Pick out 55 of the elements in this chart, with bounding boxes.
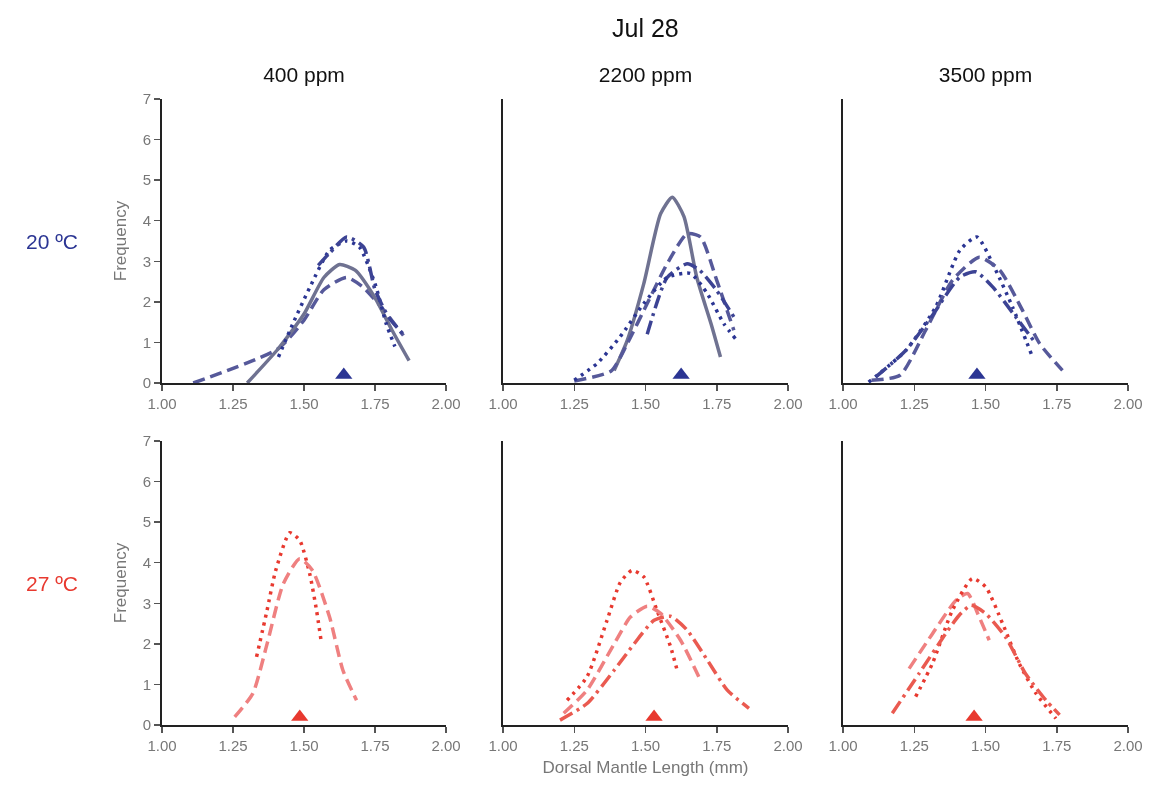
x-tick-label: 2.00 — [431, 395, 461, 412]
x-tick-label: 1.50 — [630, 737, 661, 754]
y-tick-label: 3 — [142, 252, 151, 270]
x-tick-label: 1.50 — [289, 737, 319, 754]
y-tick-label: 7 — [142, 432, 151, 450]
x-axis-title: Dorsal Mantle Length (mm) — [542, 757, 749, 777]
y-tick-label: 5 — [142, 513, 151, 531]
chart-title: 2200 ppm — [598, 63, 693, 87]
x-tick-label: 1.00 — [147, 395, 177, 412]
x-tick-label: 1.50 — [970, 395, 1001, 412]
x-tick-label: 1.75 — [1042, 737, 1072, 754]
y-tick-label: 2 — [142, 635, 151, 653]
x-tick-label: 2.00 — [773, 395, 803, 412]
x-tick-label: 1.25 — [899, 737, 929, 754]
y-tick-label: 0 — [142, 716, 151, 734]
x-tick-label: 1.00 — [488, 395, 518, 412]
x-tick-label: 1.25 — [559, 737, 589, 754]
y-tick-label: 1 — [142, 333, 151, 351]
text: 27 ºC — [26, 572, 79, 595]
text: Jul 28 — [612, 14, 679, 42]
y-tick-label: 2 — [142, 293, 151, 311]
x-tick-label: 2.00 — [431, 737, 461, 754]
x-tick-label: 1.50 — [289, 395, 319, 412]
chart-title: 3500 ppm — [938, 63, 1033, 87]
x-tick-label: 1.00 — [828, 737, 858, 754]
x-tick-label: 1.25 — [218, 395, 248, 412]
x-tick-label: 1.00 — [147, 737, 177, 754]
y-tick-label: 0 — [142, 374, 151, 392]
x-tick-label: 2.00 — [773, 737, 803, 754]
x-tick-label: 1.75 — [1042, 395, 1072, 412]
y-tick-label: 4 — [142, 553, 151, 571]
y-axis-title: Frequency — [110, 200, 130, 282]
text: 20 ºC — [26, 230, 79, 253]
y-tick-label: 7 — [142, 90, 151, 108]
x-tick-label: 1.50 — [970, 737, 1001, 754]
y-tick-label: 3 — [142, 594, 151, 612]
chart-title: 400 ppm — [263, 63, 345, 87]
y-axis-title: Frequency — [110, 542, 130, 624]
x-tick-label: 1.00 — [488, 737, 518, 754]
x-tick-label: 1.00 — [828, 395, 858, 412]
y-tick-label: 6 — [142, 130, 151, 148]
x-tick-label: 1.75 — [360, 737, 390, 754]
x-tick-label: 1.75 — [702, 737, 732, 754]
x-tick-label: 1.25 — [899, 395, 929, 412]
x-tick-label: 2.00 — [1113, 737, 1143, 754]
x-tick-label: 1.75 — [360, 395, 390, 412]
y-tick-label: 6 — [142, 472, 151, 490]
x-tick-label: 1.75 — [702, 395, 732, 412]
x-tick-label: 2.00 — [1113, 395, 1143, 412]
x-tick-label: 1.25 — [559, 395, 589, 412]
x-tick-label: 1.25 — [218, 737, 248, 754]
x-tick-label: 1.50 — [630, 395, 661, 412]
y-tick-label: 5 — [142, 171, 151, 189]
y-tick-label: 1 — [142, 675, 151, 693]
y-tick-label: 4 — [142, 211, 151, 229]
